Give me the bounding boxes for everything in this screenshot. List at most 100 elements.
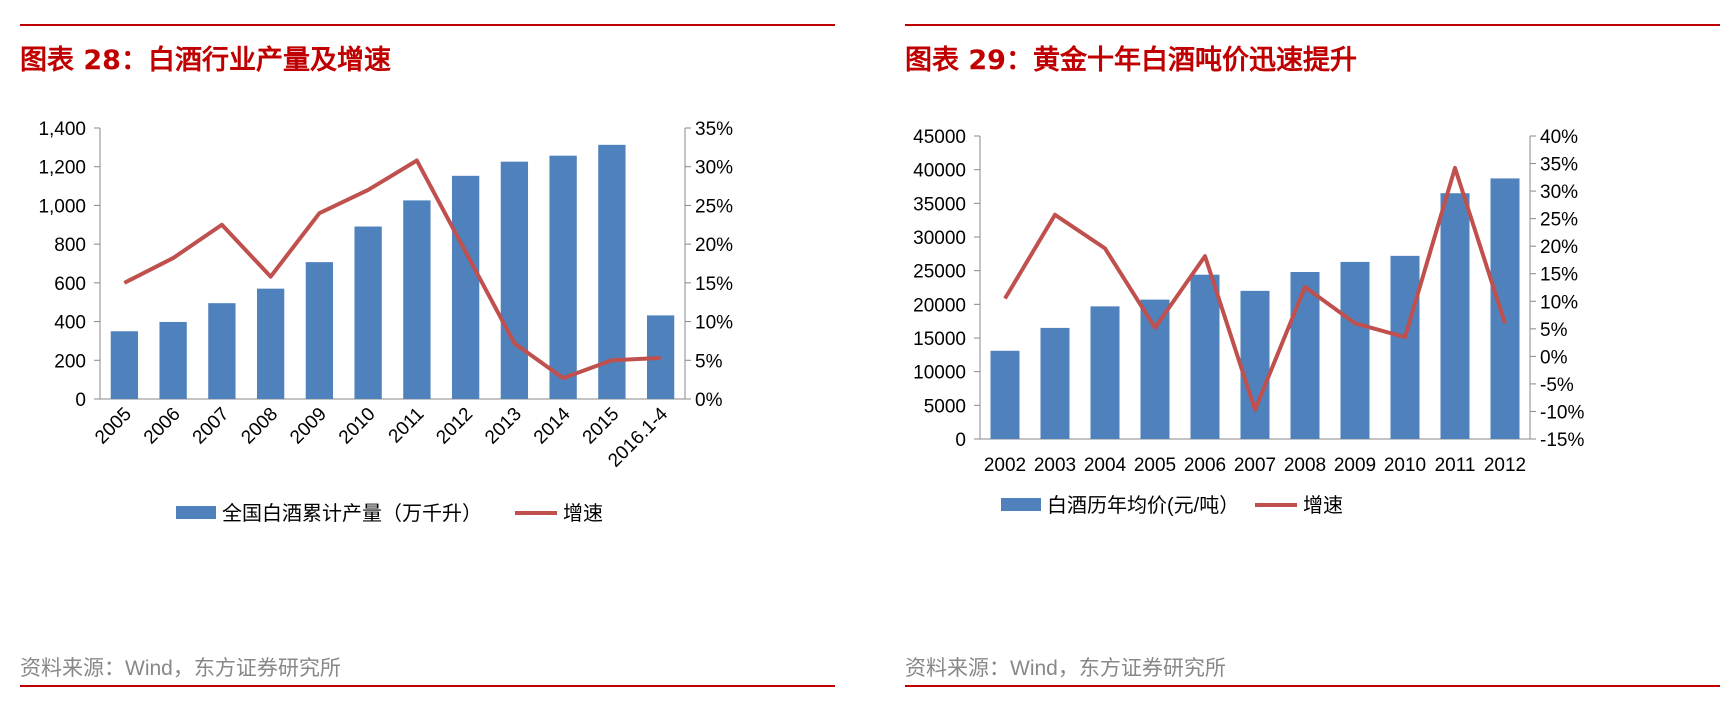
y2-tick-label: 15% bbox=[1540, 265, 1578, 286]
figure-28-source: 资料来源：Wind，东方证券研究所 bbox=[20, 657, 341, 680]
figure-29-title: 图表 29：黄金十年白酒吨价迅速提升 bbox=[905, 45, 1357, 76]
figure-28-panel: 图表 28：白酒行业产量及增速 0 200 400 600 800 1,000 1,200 1… bbox=[20, 0, 850, 709]
x-tick-label: 2009 bbox=[1334, 455, 1376, 476]
y2-tick-label: -5% bbox=[1540, 375, 1574, 396]
legend-bar-label: 白酒历年均价(元/吨） bbox=[1047, 494, 1239, 517]
figure-28-title: 图表 28：白酒行业产量及增速 bbox=[20, 45, 391, 76]
legend-line-label: 增速 bbox=[1303, 494, 1343, 517]
liquor-price-chart: 0 5000 10000 15000 20000 25000 30000 35000 40000… bbox=[913, 127, 1584, 517]
y2-tick-label: -15% bbox=[1540, 430, 1584, 451]
y2-tick-label: 25% bbox=[1540, 210, 1578, 231]
y2-tick-label: 30% bbox=[695, 158, 733, 179]
x-tick-label: 2006 bbox=[1184, 455, 1226, 476]
legend-bar-swatch bbox=[176, 506, 216, 519]
bar bbox=[1140, 299, 1170, 439]
bar bbox=[354, 226, 382, 399]
bar bbox=[990, 350, 1020, 439]
bottom-rule bbox=[905, 685, 1720, 687]
bar bbox=[1240, 290, 1270, 439]
y-tick-label: 45000 bbox=[913, 127, 966, 148]
x-tick-label: 2012 bbox=[1484, 455, 1526, 476]
figure-29-panel: 图表 29：黄金十年白酒吨价迅速提升 0 5000 10000 15000 20000 2… bbox=[905, 0, 1733, 709]
y-tick-label: 800 bbox=[54, 235, 86, 256]
x-tick-label: 2005 bbox=[91, 404, 136, 449]
y-tick-label: 1,400 bbox=[38, 119, 86, 140]
y2-tick-label: 0% bbox=[695, 390, 723, 411]
x-tick-label: 2003 bbox=[1034, 455, 1076, 476]
x-tick-label: 2007 bbox=[1234, 455, 1276, 476]
x-tick-label: 2009 bbox=[286, 404, 331, 449]
x-tick-label: 2007 bbox=[189, 404, 234, 449]
y-tick-label: 35000 bbox=[913, 194, 966, 215]
y2-tick-label: 40% bbox=[1540, 127, 1578, 148]
bar bbox=[208, 303, 236, 399]
bar bbox=[256, 288, 285, 399]
legend-bar-label: 全国白酒累计产量（万千升） bbox=[222, 502, 482, 525]
bar bbox=[1090, 306, 1120, 439]
bar bbox=[1040, 327, 1070, 439]
y-tick-label: 25000 bbox=[913, 262, 966, 283]
bar bbox=[549, 155, 577, 399]
y-tick-label: 1,200 bbox=[38, 158, 86, 179]
growth-line bbox=[123, 158, 661, 381]
y-tick-label: 15000 bbox=[913, 329, 966, 350]
bar bbox=[1390, 255, 1420, 439]
bar bbox=[159, 321, 187, 399]
y-tick-label: 10000 bbox=[913, 363, 966, 384]
bar bbox=[451, 175, 480, 399]
y-tick-label: 600 bbox=[54, 274, 86, 295]
y2-tick-label: 5% bbox=[1540, 320, 1568, 341]
bar bbox=[1440, 193, 1470, 439]
y-tick-label: 20000 bbox=[913, 295, 966, 316]
x-tick-label: 2005 bbox=[1134, 455, 1176, 476]
bar bbox=[1340, 261, 1370, 439]
bottom-rule bbox=[20, 685, 835, 687]
y2-tick-label: 35% bbox=[1540, 155, 1578, 176]
y2-tick-label: 20% bbox=[695, 235, 733, 256]
x-tick-label: 2008 bbox=[237, 404, 282, 449]
y2-tick-label: -10% bbox=[1540, 402, 1584, 423]
bar bbox=[403, 200, 431, 399]
legend-bar-swatch bbox=[1001, 498, 1041, 511]
x-tick-label: 2011 bbox=[1435, 455, 1476, 476]
top-rule bbox=[905, 24, 1720, 26]
liquor-output-chart: 0 200 400 600 800 1,000 1,200 1,400 0% 5% 10% 15% 20… bbox=[38, 119, 733, 525]
y2-tick-label: 15% bbox=[695, 274, 733, 295]
y2-tick-label: 5% bbox=[695, 351, 723, 372]
x-tick-label: 2010 bbox=[1384, 455, 1426, 476]
x-tick-label: 2010 bbox=[335, 404, 380, 449]
top-rule bbox=[20, 24, 835, 26]
figure-29-source: 资料来源：Wind，东方证券研究所 bbox=[905, 657, 1226, 680]
y-tick-label: 1,000 bbox=[38, 196, 86, 217]
legend-line-label: 增速 bbox=[563, 502, 603, 525]
x-tick-label: 2004 bbox=[1084, 455, 1127, 476]
x-tick-label: 2012 bbox=[432, 404, 477, 449]
y2-tick-label: 10% bbox=[1540, 292, 1578, 313]
bar bbox=[598, 144, 626, 399]
bar bbox=[110, 331, 139, 399]
x-tick-label: 2015 bbox=[579, 404, 624, 449]
x-tick-label: 2013 bbox=[481, 404, 526, 449]
x-tick-label: 2008 bbox=[1284, 455, 1326, 476]
y2-tick-label: 25% bbox=[695, 196, 733, 217]
bar bbox=[1290, 272, 1320, 439]
bar bbox=[305, 262, 334, 399]
y-tick-label: 5000 bbox=[924, 396, 966, 417]
x-tick-label: 2011 bbox=[385, 404, 429, 448]
y2-tick-label: 0% bbox=[1540, 347, 1568, 368]
y-tick-label: 400 bbox=[54, 313, 86, 334]
x-tick-label: 2002 bbox=[984, 455, 1026, 476]
bar bbox=[1490, 178, 1520, 440]
y2-tick-label: 10% bbox=[695, 313, 733, 334]
y-tick-label: 30000 bbox=[913, 228, 966, 249]
y-tick-label: 40000 bbox=[913, 161, 966, 182]
y-tick-label: 0 bbox=[75, 390, 86, 411]
bar bbox=[500, 161, 529, 399]
y-tick-label: 200 bbox=[54, 351, 86, 372]
y2-tick-label: 20% bbox=[1540, 237, 1578, 258]
bar bbox=[1190, 274, 1220, 439]
x-tick-label: 2006 bbox=[140, 404, 185, 449]
y2-tick-label: 30% bbox=[1540, 182, 1578, 203]
y-tick-label: 0 bbox=[955, 430, 966, 451]
y2-tick-label: 35% bbox=[695, 119, 733, 140]
